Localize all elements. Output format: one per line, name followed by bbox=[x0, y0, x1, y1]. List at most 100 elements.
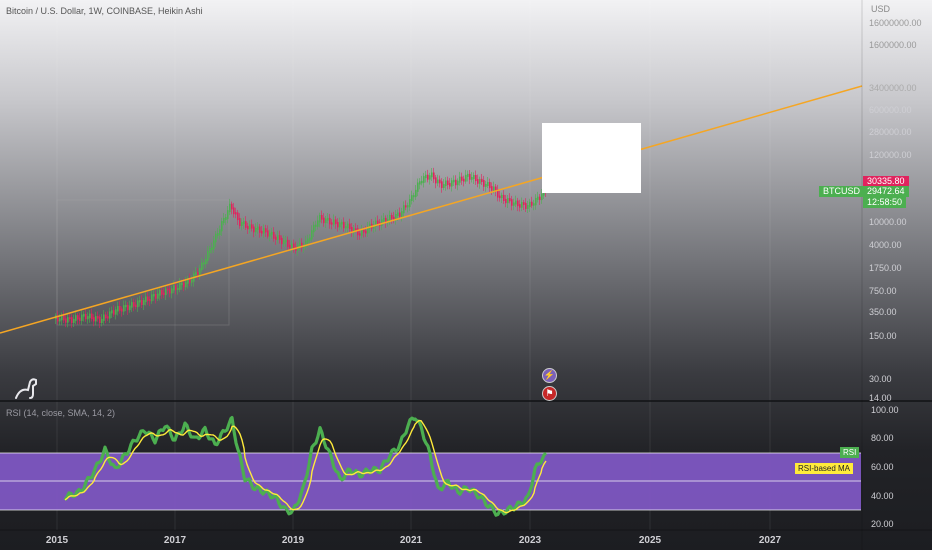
rsi-tag[interactable]: RSI bbox=[840, 447, 860, 458]
time-tick: 2015 bbox=[46, 535, 69, 546]
candle bbox=[143, 300, 145, 305]
dinosaur-logo-icon[interactable] bbox=[15, 378, 37, 399]
candle bbox=[389, 215, 391, 222]
rsi-ma-tag[interactable]: RSI-based MA bbox=[795, 463, 854, 474]
countdown-label: 12:58:50 bbox=[863, 197, 907, 208]
candle bbox=[207, 250, 209, 261]
candle bbox=[177, 287, 179, 291]
candle bbox=[487, 182, 489, 186]
candle bbox=[315, 224, 317, 227]
candle bbox=[67, 317, 69, 323]
candle bbox=[399, 212, 401, 217]
rsi-tick: 100.00 bbox=[871, 405, 899, 415]
candle bbox=[323, 217, 325, 224]
candle bbox=[481, 178, 483, 183]
candle bbox=[173, 285, 175, 291]
price-tick: 1600000.00 bbox=[869, 40, 917, 50]
candle bbox=[153, 294, 155, 297]
candle bbox=[469, 173, 471, 180]
candle bbox=[489, 182, 491, 189]
candle bbox=[145, 296, 147, 303]
price-scale[interactable]: USD 16000000.00 1600000.00 3400000.00 60… bbox=[869, 4, 922, 403]
candle bbox=[339, 222, 341, 228]
candle bbox=[353, 228, 355, 233]
candle bbox=[523, 202, 525, 205]
candle bbox=[305, 240, 307, 248]
rsi-line[interactable] bbox=[63, 415, 548, 517]
candle bbox=[273, 231, 275, 239]
candle bbox=[391, 215, 393, 219]
candle bbox=[307, 238, 309, 243]
candle bbox=[185, 281, 187, 288]
lightning-icon[interactable]: ⚡ bbox=[542, 368, 557, 383]
candle bbox=[251, 224, 253, 229]
price-tick: 150.00 bbox=[869, 331, 897, 341]
candle bbox=[211, 247, 213, 251]
candle bbox=[135, 304, 137, 308]
candle bbox=[385, 217, 387, 223]
candle bbox=[289, 244, 291, 249]
candle bbox=[121, 308, 123, 312]
candle bbox=[291, 243, 293, 249]
candle bbox=[529, 201, 531, 208]
candle bbox=[367, 226, 369, 234]
candle bbox=[519, 204, 521, 208]
candle bbox=[213, 240, 215, 250]
candle bbox=[437, 179, 439, 184]
candle bbox=[397, 212, 399, 216]
candle bbox=[219, 229, 221, 236]
symbol-label[interactable]: BTCUSD bbox=[819, 186, 865, 197]
price-tick: 10000.00 bbox=[869, 217, 907, 227]
candle bbox=[221, 221, 223, 232]
candle bbox=[239, 218, 241, 226]
trendline[interactable] bbox=[0, 85, 863, 334]
candle bbox=[419, 181, 421, 185]
candle bbox=[541, 193, 543, 201]
candle bbox=[475, 175, 477, 182]
candle bbox=[533, 203, 535, 206]
time-axis[interactable]: 2015 2017 2019 2021 2023 2025 2027 bbox=[46, 535, 782, 546]
candle bbox=[313, 224, 315, 233]
candle bbox=[351, 226, 353, 233]
candle bbox=[115, 309, 117, 315]
candle bbox=[275, 236, 277, 240]
candle bbox=[69, 317, 71, 320]
candle bbox=[241, 222, 243, 226]
candle bbox=[473, 175, 475, 180]
candle bbox=[277, 235, 279, 240]
candle bbox=[499, 195, 501, 199]
candle bbox=[191, 279, 193, 283]
candle bbox=[361, 229, 363, 236]
candle bbox=[149, 298, 151, 302]
candle bbox=[503, 194, 505, 201]
candle bbox=[231, 203, 233, 210]
rsi-legend[interactable]: RSI (14, close, SMA, 14, 2) bbox=[6, 408, 115, 418]
candle bbox=[105, 314, 107, 319]
candle bbox=[147, 296, 149, 301]
candle bbox=[187, 278, 189, 284]
candle bbox=[271, 231, 273, 235]
candle bbox=[331, 222, 333, 225]
candle bbox=[431, 172, 433, 178]
candle bbox=[123, 305, 125, 312]
candle bbox=[309, 237, 311, 241]
current-price-label[interactable]: 29472.64 bbox=[863, 186, 909, 197]
price-tick: 280000.00 bbox=[869, 127, 912, 137]
rsi-scale[interactable]: 100.00 80.00 60.00 40.00 20.00 bbox=[871, 405, 899, 529]
flag-icon[interactable]: ⚑ bbox=[542, 386, 557, 401]
candle bbox=[197, 271, 199, 276]
candle bbox=[439, 179, 441, 184]
candle bbox=[461, 176, 463, 181]
candle bbox=[265, 228, 267, 233]
candle bbox=[85, 313, 87, 320]
candle bbox=[359, 233, 361, 236]
candle bbox=[235, 212, 237, 215]
candle bbox=[57, 315, 59, 322]
last-price-label[interactable]: 30335.80 bbox=[863, 176, 909, 187]
price-tick: 600000.00 bbox=[869, 105, 912, 115]
rsi-ma-line[interactable] bbox=[64, 419, 547, 514]
candle bbox=[417, 182, 419, 192]
candle bbox=[257, 226, 259, 230]
price-tick: 16000000.00 bbox=[869, 18, 922, 28]
